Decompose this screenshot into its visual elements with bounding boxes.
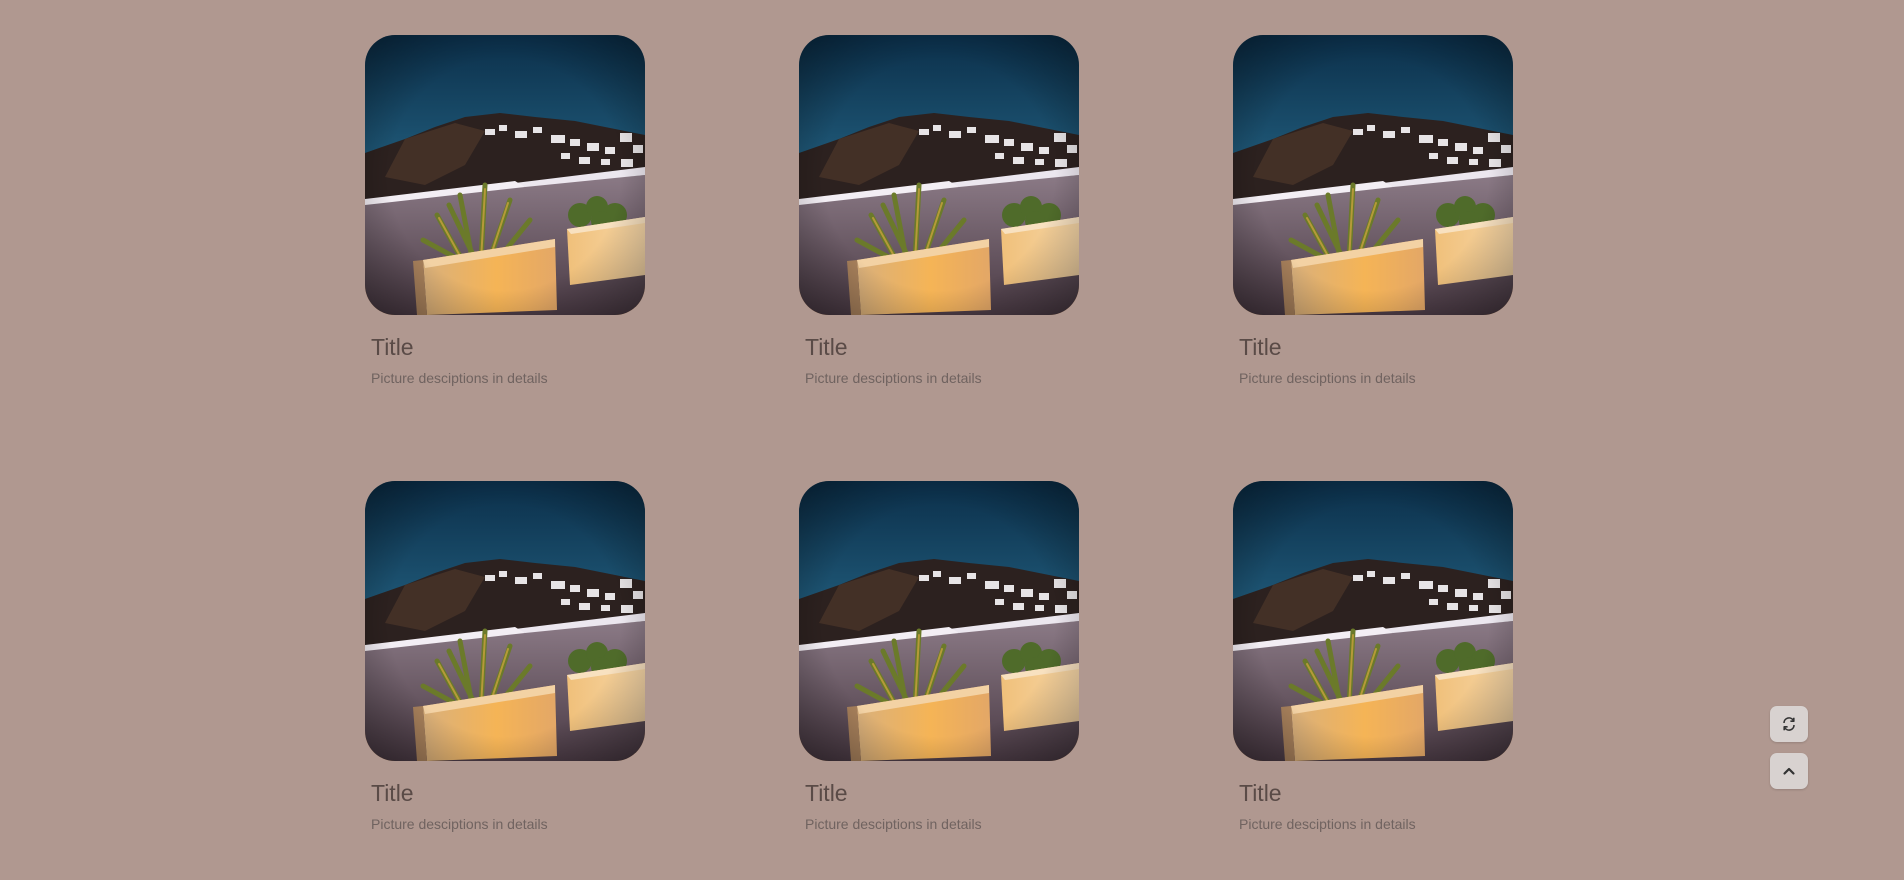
card-photo[interactable]: [799, 481, 1079, 761]
card-title: Title: [1239, 334, 1282, 360]
photo-gallery: Title Picture desciptions in details Tit…: [365, 35, 1513, 832]
gallery-card: Title Picture desciptions in details: [365, 481, 645, 832]
card-description: Picture desciptions in details: [805, 370, 982, 386]
gallery-card: Title Picture desciptions in details: [1233, 35, 1513, 386]
gallery-card: Title Picture desciptions in details: [799, 481, 1079, 832]
card-title: Title: [805, 780, 848, 806]
card-photo[interactable]: [1233, 481, 1513, 761]
refresh-icon: [1783, 717, 1795, 731]
gallery-card: Title Picture desciptions in details: [365, 35, 645, 386]
card-title: Title: [371, 334, 414, 360]
gallery-card: Title Picture desciptions in details: [1233, 481, 1513, 832]
card-photo[interactable]: [365, 481, 645, 761]
card-title: Title: [1239, 780, 1282, 806]
card-description: Picture desciptions in details: [1239, 816, 1416, 832]
card-description: Picture desciptions in details: [371, 816, 548, 832]
card-title: Title: [805, 334, 848, 360]
card-description: Picture desciptions in details: [371, 370, 548, 386]
chevron-up-icon: [1783, 767, 1795, 775]
card-photo[interactable]: [365, 35, 645, 315]
refresh-button[interactable]: [1770, 706, 1808, 742]
card-description: Picture desciptions in details: [805, 816, 982, 832]
card-photo[interactable]: [1233, 35, 1513, 315]
card-title: Title: [371, 780, 414, 806]
gallery-card: Title Picture desciptions in details: [799, 35, 1079, 386]
card-description: Picture desciptions in details: [1239, 370, 1416, 386]
card-photo[interactable]: [799, 35, 1079, 315]
scroll-to-top-button[interactable]: [1770, 753, 1808, 789]
